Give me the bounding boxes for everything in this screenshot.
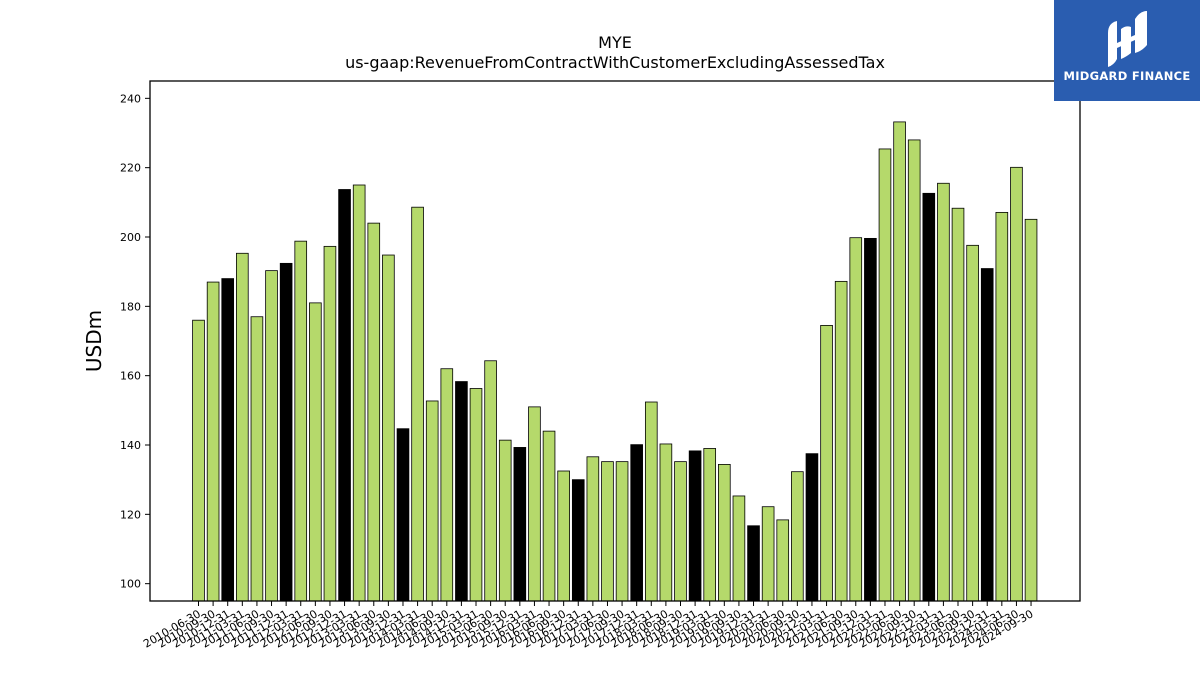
bar-2020-09-30	[791, 471, 804, 602]
bar-2019-09-30	[732, 495, 746, 602]
bar-2011-09-30	[265, 270, 278, 602]
y-tick-label: 100	[120, 578, 141, 591]
bar-2015-03-31	[469, 388, 483, 602]
bar-2018-12-31	[688, 450, 702, 602]
bar-2024-09-30	[1024, 218, 1038, 602]
bar-2012-12-31	[338, 189, 351, 602]
bar-2015-09-30	[498, 439, 512, 602]
bar-2023-09-30	[966, 244, 979, 602]
y-tick-label: 140	[120, 439, 141, 452]
bar-2016-06-30	[542, 430, 556, 602]
y-axis-ticks: 100 120 140 160 180 200 220 240	[120, 92, 150, 591]
midgard-finance-logo: MIDGARD FINANCE	[1054, 0, 1200, 101]
y-tick-label: 220	[120, 162, 141, 175]
bar-2016-03-31	[528, 406, 541, 602]
bar-2012-03-31	[294, 240, 308, 602]
bar-2014-06-30	[425, 400, 439, 602]
bar-2020-03-31	[761, 506, 775, 602]
bar-2023-06-30	[951, 207, 965, 602]
y-tick-label: 240	[120, 92, 141, 105]
bar-2012-09-30	[323, 245, 337, 602]
bar-2020-06-30	[776, 519, 790, 602]
bar-2013-12-31	[396, 428, 410, 602]
bar-2021-12-31	[864, 237, 877, 602]
bar-2021-03-31	[820, 324, 833, 602]
bar-2017-09-30	[615, 461, 629, 602]
bar-2018-03-31	[644, 401, 658, 602]
bar-2015-06-30	[484, 360, 497, 602]
y-tick-label: 180	[120, 300, 141, 313]
bar-2019-03-31	[703, 448, 717, 602]
bar-series	[192, 121, 1038, 602]
bar-2019-06-30	[718, 464, 731, 602]
bar-2011-06-30	[250, 316, 264, 602]
bar-2021-06-30	[834, 280, 848, 602]
bar-2018-06-30	[659, 443, 673, 602]
bar-2010-06-30	[192, 319, 205, 602]
bar-2022-12-31	[922, 192, 936, 602]
bar-2021-09-30	[849, 237, 863, 602]
bar-2016-09-30	[557, 470, 570, 602]
bar-2017-06-30	[601, 461, 614, 602]
bar-2023-12-31	[980, 268, 994, 602]
bar-2014-09-30	[440, 368, 454, 602]
chart-subtitle: us-gaap:RevenueFromContractWithCustomerE…	[345, 53, 885, 72]
bar-2013-03-31	[352, 184, 366, 602]
bar-2024-06-30	[1010, 166, 1023, 602]
bar-2015-12-31	[513, 447, 527, 602]
bar-2016-12-31	[571, 479, 585, 602]
bar-2019-12-31	[747, 525, 760, 602]
chart-title: MYE	[598, 33, 632, 52]
y-tick-label: 200	[120, 231, 141, 244]
bar-2018-09-30	[674, 461, 687, 602]
bar-2017-03-31	[586, 456, 600, 602]
bar-2022-03-31	[878, 148, 892, 602]
bar-2014-12-31	[455, 381, 468, 602]
bar-2012-06-30	[309, 302, 322, 602]
plot-area-frame	[149, 80, 1081, 602]
y-tick-label: 120	[120, 508, 141, 521]
bar-2013-06-30	[367, 222, 381, 602]
bar-2017-12-31	[630, 444, 643, 602]
y-axis-label: USDm	[82, 310, 106, 372]
bar-2022-06-30	[893, 121, 906, 602]
y-tick-label: 160	[120, 370, 141, 383]
bar-2013-09-30	[382, 254, 395, 602]
midgard-logo-icon	[1108, 11, 1147, 67]
x-axis-ticks: 2010-06-302010-09-302010-12-312011-03-31…	[141, 601, 1036, 651]
bar-2014-03-31	[411, 206, 424, 602]
bar-2011-03-31	[236, 252, 249, 602]
bar-2010-12-31	[221, 278, 235, 602]
bar-2022-09-30	[907, 139, 921, 602]
bar-2020-12-31	[805, 453, 819, 602]
bar-2010-09-30	[206, 281, 220, 602]
logo-text: MIDGARD FINANCE	[1063, 69, 1191, 83]
bar-2023-03-31	[937, 182, 950, 602]
bar-2024-03-31	[995, 211, 1009, 602]
bar-2011-12-31	[279, 262, 293, 602]
